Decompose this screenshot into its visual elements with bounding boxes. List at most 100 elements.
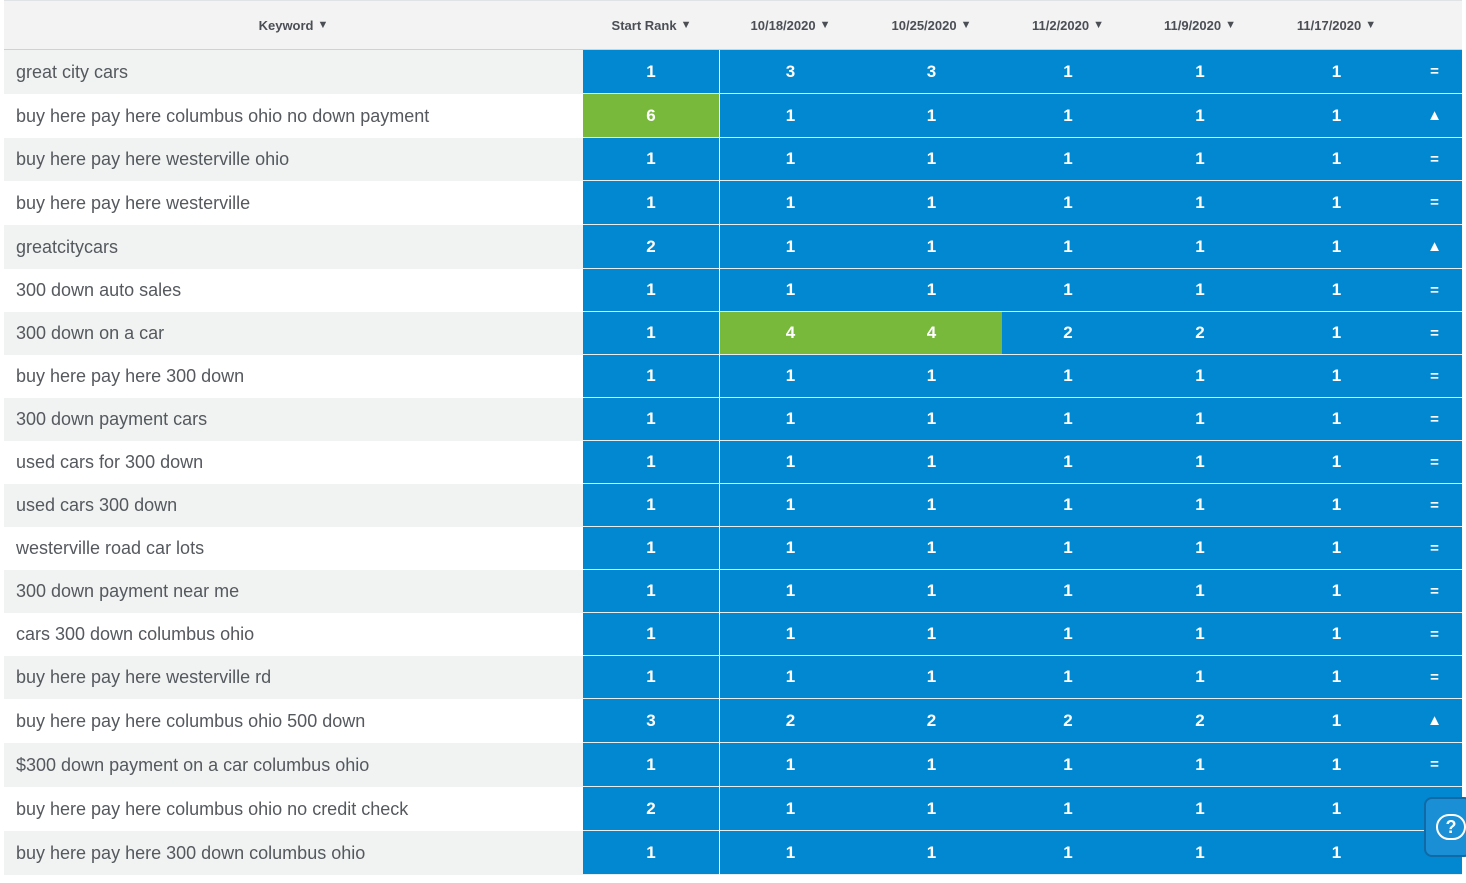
keyword-cell: buy here pay here columbus ohio 500 down <box>4 699 583 743</box>
sort-caret-icon: ▼ <box>819 19 831 31</box>
rank-cell: 1 <box>1266 699 1407 743</box>
keyword-rank-table: Keyword ▼ Start Rank ▼ 10/18/2020 ▼ 10/2… <box>4 0 1462 875</box>
start-rank-cell: 1 <box>583 138 720 181</box>
keyword-cell: buy here pay here 300 down columbus ohio <box>4 831 583 875</box>
rank-cell: 1 <box>861 269 1002 312</box>
rank-cell: 1 <box>1134 656 1266 699</box>
rank-cell: 1 <box>1266 312 1407 355</box>
table-row: buy here pay here columbus ohio 500 down… <box>4 699 1462 743</box>
rank-cell: 1 <box>1002 613 1134 656</box>
trend-indicator: = <box>1407 269 1462 312</box>
table-row: 300 down auto sales 1 1 1 1 1 1 = <box>4 269 1462 312</box>
rank-cell: 1 <box>861 831 1002 875</box>
rank-cell: 1 <box>861 527 1002 570</box>
rank-cell: 1 <box>1002 50 1134 94</box>
rank-cell: 1 <box>1134 527 1266 570</box>
rank-cell: 1 <box>1134 225 1266 269</box>
keyword-cell: buy here pay here columbus ohio no credi… <box>4 787 583 831</box>
trend-indicator: = <box>1407 484 1462 527</box>
sort-caret-icon: ▼ <box>680 19 692 31</box>
rank-cell: 2 <box>861 699 1002 743</box>
rank-cell: 1 <box>861 355 1002 398</box>
rank-cell: 1 <box>720 269 861 312</box>
table-row: buy here pay here westerville ohio 1 1 1 1 1 1… <box>4 138 1462 181</box>
rank-cell: 1 <box>861 94 1002 138</box>
column-header-date-4[interactable]: 11/9/2020 ▼ <box>1134 1 1266 49</box>
table-row: buy here pay here westerville 1 1 1 1 1 1 = <box>4 181 1462 225</box>
rank-cell: 1 <box>720 441 861 484</box>
rank-cell: 1 <box>1266 527 1407 570</box>
rank-cell: 1 <box>720 94 861 138</box>
rank-cell: 1 <box>1266 94 1407 138</box>
help-chat-icon: ? <box>1436 814 1466 840</box>
keyword-cell: buy here pay here 300 down <box>4 355 583 398</box>
rank-cell: 3 <box>720 50 861 94</box>
rank-cell: 1 <box>1134 570 1266 613</box>
start-rank-cell: 1 <box>583 355 720 398</box>
rank-cell: 1 <box>1266 398 1407 441</box>
start-rank-cell: 1 <box>583 181 720 225</box>
column-header-date-1[interactable]: 10/18/2020 ▼ <box>720 1 861 49</box>
table-row: westerville road car lots 1 1 1 1 1 1 = <box>4 527 1462 570</box>
help-chat-button[interactable]: ? <box>1424 797 1466 857</box>
sort-caret-icon: ▼ <box>1093 19 1104 31</box>
start-rank-cell: 2 <box>583 225 720 269</box>
rank-cell: 1 <box>1266 831 1407 875</box>
trend-indicator: = <box>1407 398 1462 441</box>
column-header-keyword[interactable]: Keyword ▼ <box>4 1 583 49</box>
rank-cell: 1 <box>1134 94 1266 138</box>
rank-cell: 1 <box>1266 269 1407 312</box>
trend-indicator: = <box>1407 441 1462 484</box>
start-rank-cell: 1 <box>583 50 720 94</box>
rank-cell: 3 <box>861 50 1002 94</box>
rank-cell: 1 <box>1002 355 1134 398</box>
column-header-date-3[interactable]: 11/2/2020 ▼ <box>1002 1 1134 49</box>
column-header-start-rank[interactable]: Start Rank ▼ <box>583 1 720 49</box>
rank-cell: 1 <box>720 613 861 656</box>
rank-cell: 1 <box>1134 743 1266 787</box>
rank-cell: 1 <box>1266 441 1407 484</box>
rank-cell: 1 <box>1266 484 1407 527</box>
rank-cell: 1 <box>1002 441 1134 484</box>
start-rank-cell: 1 <box>583 743 720 787</box>
rank-cell: 1 <box>1134 484 1266 527</box>
keyword-cell: used cars for 300 down <box>4 441 583 484</box>
start-rank-cell: 1 <box>583 484 720 527</box>
keyword-cell: buy here pay here columbus ohio no down … <box>4 94 583 138</box>
rank-cell: 1 <box>720 831 861 875</box>
rank-cell: 1 <box>1266 138 1407 181</box>
trend-indicator: = <box>1407 570 1462 613</box>
rank-cell: 1 <box>861 613 1002 656</box>
table-row: buy here pay here westerville rd 1 1 1 1 1 1 = <box>4 656 1462 699</box>
rank-cell: 1 <box>1002 570 1134 613</box>
rank-cell: 2 <box>1002 312 1134 355</box>
rank-cell: 1 <box>1134 441 1266 484</box>
rank-cell: 4 <box>720 312 861 355</box>
rank-cell: 1 <box>720 570 861 613</box>
rank-cell: 1 <box>1002 138 1134 181</box>
column-header-trend <box>1407 1 1462 49</box>
rank-cell: 1 <box>1002 831 1134 875</box>
keyword-cell: cars 300 down columbus ohio <box>4 613 583 656</box>
rank-cell: 2 <box>1134 699 1266 743</box>
trend-indicator: = <box>1407 138 1462 181</box>
rank-cell: 1 <box>1266 787 1407 831</box>
keyword-cell: $300 down payment on a car columbus ohio <box>4 743 583 787</box>
keyword-cell: buy here pay here westerville <box>4 181 583 225</box>
trend-indicator: = <box>1407 743 1462 787</box>
column-header-label: 10/25/2020 <box>891 17 957 33</box>
start-rank-cell: 6 <box>583 94 720 138</box>
column-header-date-2[interactable]: 10/25/2020 ▼ <box>861 1 1002 49</box>
keyword-cell: buy here pay here westerville ohio <box>4 138 583 181</box>
rank-cell: 1 <box>1002 484 1134 527</box>
rank-cell: 1 <box>1266 743 1407 787</box>
rank-cell: 1 <box>720 484 861 527</box>
rank-cell: 1 <box>861 787 1002 831</box>
rank-cell: 1 <box>1266 355 1407 398</box>
start-rank-cell: 1 <box>583 613 720 656</box>
start-rank-cell: 1 <box>583 441 720 484</box>
rank-cell: 2 <box>1002 699 1134 743</box>
trend-indicator: ▲ <box>1407 94 1462 138</box>
column-header-date-5[interactable]: 11/17/2020 ▼ <box>1266 1 1407 49</box>
rank-cell: 2 <box>720 699 861 743</box>
